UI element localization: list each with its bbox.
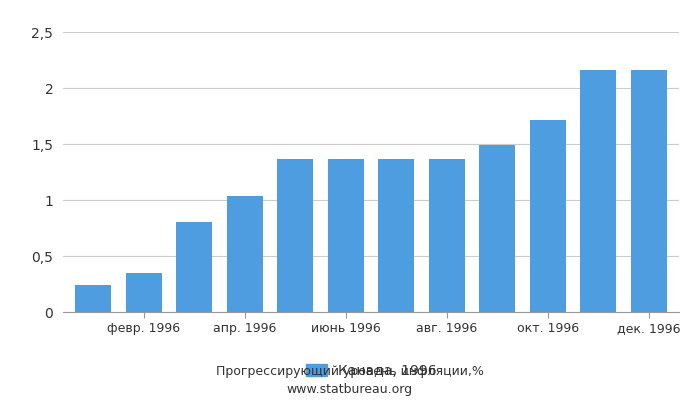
- Bar: [75, 285, 111, 312]
- Bar: [631, 70, 667, 312]
- Bar: [529, 120, 566, 312]
- Bar: [428, 158, 465, 312]
- Bar: [227, 196, 263, 312]
- Bar: [277, 158, 314, 312]
- Bar: [176, 222, 213, 312]
- Bar: [580, 70, 617, 312]
- Bar: [328, 158, 364, 312]
- Text: Прогрессирующий уровень инфляции,%: Прогрессирующий уровень инфляции,%: [216, 366, 484, 378]
- Bar: [479, 145, 515, 312]
- Bar: [378, 158, 414, 312]
- Legend: Канада, 1996: Канада, 1996: [306, 364, 436, 378]
- Bar: [125, 273, 162, 312]
- Text: www.statbureau.org: www.statbureau.org: [287, 384, 413, 396]
